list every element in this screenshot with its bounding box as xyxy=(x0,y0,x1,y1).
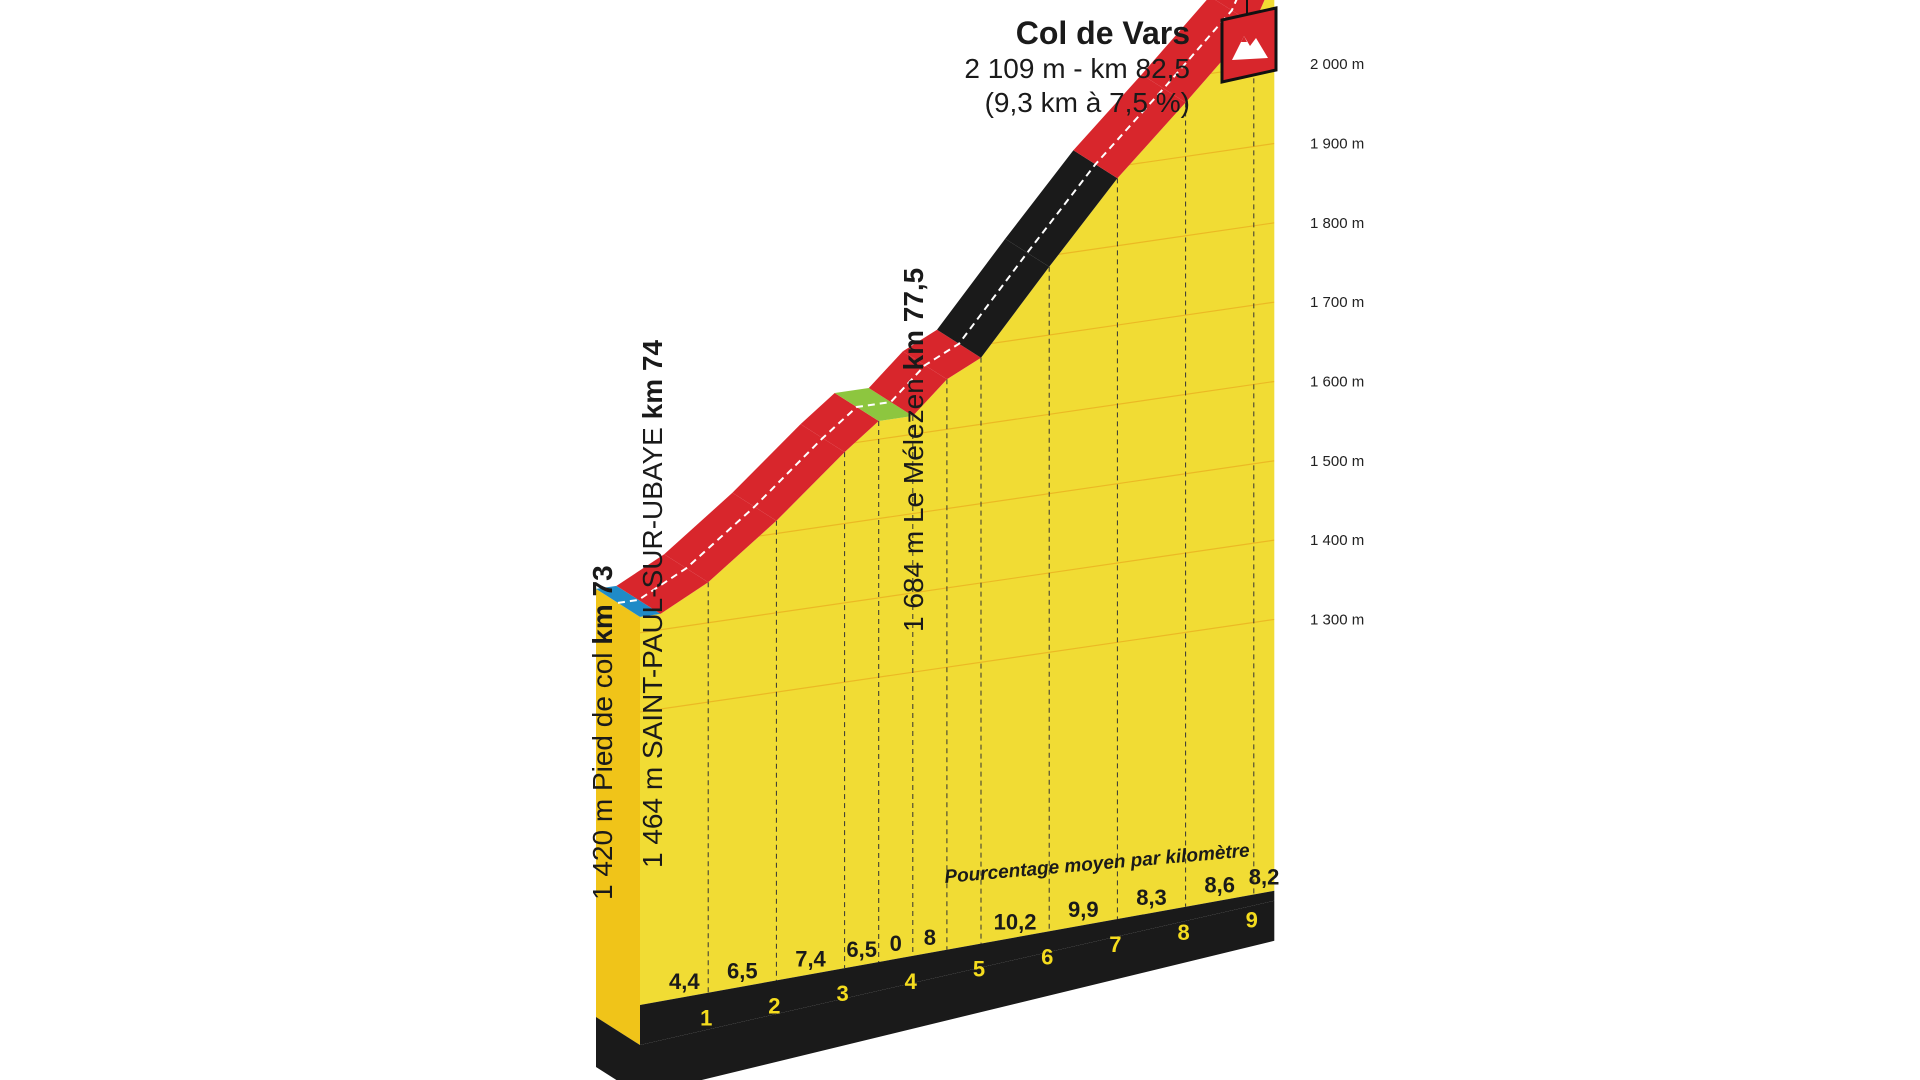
waypoint-km: km 74 xyxy=(637,340,668,420)
waypoint-label: 1 464 m SAINT-PAUL-SUR-UBAYE km 74 xyxy=(637,340,668,868)
chart-marks xyxy=(596,0,1265,993)
grade-label: 8,6 xyxy=(1204,873,1235,898)
profile-yellow-face xyxy=(640,0,1275,1005)
summit-marker: Col de Vars 2 109 m - km 82,5 (9,3 km à … xyxy=(964,0,1278,118)
grade-label: 8 xyxy=(924,925,936,950)
grade-label: 9,9 xyxy=(1068,897,1099,922)
waypoint-name: 1 684 m Le Mélezen xyxy=(898,371,929,633)
km-marker-label: 3 xyxy=(836,981,848,1006)
y-tick-label: 1 800 m xyxy=(1310,215,1364,232)
mountain-icon xyxy=(1232,36,1268,60)
grid-line xyxy=(640,618,1275,713)
grade-label: 6,5 xyxy=(846,937,877,962)
waypoint-name: 1 464 m SAINT-PAUL-SUR-UBAYE xyxy=(637,419,668,868)
y-tick-label: 1 500 m xyxy=(1310,453,1364,470)
waypoint-km: km 77,5 xyxy=(898,268,929,371)
profile-base-top xyxy=(640,890,1275,1045)
waypoint-name: 1 420 m Pied de col xyxy=(587,645,618,900)
waypoint-label: 1 684 m Le Mélezen km 77,5 xyxy=(898,268,929,632)
y-tick-label: 1 900 m xyxy=(1310,136,1364,153)
km-marker-label: 6 xyxy=(1041,944,1053,969)
grade-label: 8,2 xyxy=(1249,865,1280,890)
grade-label: 7,4 xyxy=(795,946,826,971)
grade-label: 6,5 xyxy=(727,959,758,984)
profile-segment xyxy=(596,585,661,617)
grade-label: 10,2 xyxy=(994,909,1037,934)
summit-detail: 2 109 m - km 82,5 xyxy=(964,53,1190,84)
profile-side-face xyxy=(596,588,640,1045)
waypoint-label: 1 420 m Pied de col km 73 xyxy=(587,565,618,900)
km-marker-label: 4 xyxy=(905,969,918,994)
grade-label: 4,4 xyxy=(669,969,700,994)
mountain-icon-snow xyxy=(1241,36,1247,42)
y-tick-label: 1 300 m xyxy=(1310,611,1364,628)
km-marker-label: 8 xyxy=(1177,920,1189,945)
profile-segment xyxy=(902,329,981,380)
summit-name: Col de Vars xyxy=(1016,15,1190,51)
km-marker-label: 2 xyxy=(768,993,780,1018)
y-tick-label: 1 700 m xyxy=(1310,294,1364,311)
grade-label: 0 xyxy=(890,931,902,956)
profile-base xyxy=(596,900,1275,1080)
y-tick-label: 2 000 m xyxy=(1310,56,1364,73)
waypoint-km: km 73 xyxy=(587,565,618,644)
profile-segment xyxy=(1005,150,1118,267)
km-marker-label: 1 xyxy=(700,1006,712,1031)
y-tick-label: 1 600 m xyxy=(1310,373,1364,390)
grade-label: 8,3 xyxy=(1136,885,1167,910)
km-marker-label: 7 xyxy=(1109,932,1121,957)
ribbon-centre-line xyxy=(617,0,1238,604)
grid-line xyxy=(640,539,1275,634)
km-marker-label: 5 xyxy=(973,957,985,982)
km-marker-label: 9 xyxy=(1246,908,1258,933)
summit-climb-stats: (9,3 km à 7,5 %) xyxy=(985,87,1190,118)
y-tick-label: 1 400 m xyxy=(1310,532,1364,549)
